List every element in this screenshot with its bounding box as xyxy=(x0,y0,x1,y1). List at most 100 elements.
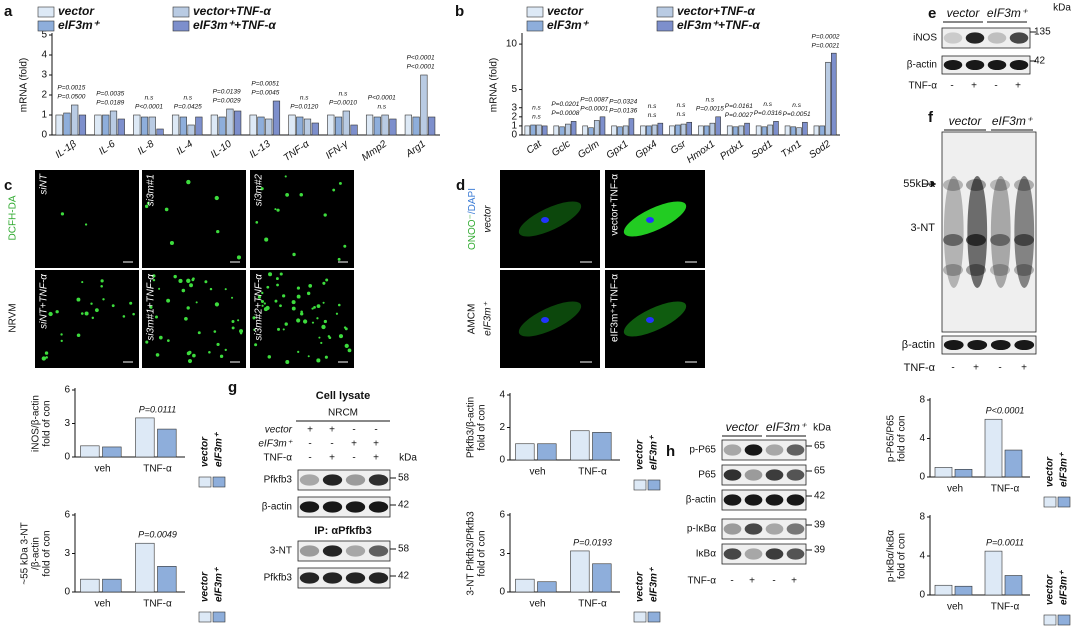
cell-signal xyxy=(308,284,313,288)
x-tick-label: Hmox1 xyxy=(685,139,717,166)
p-value: P=0.0136 xyxy=(609,107,637,114)
y-axis-label: 3-NT Pfkfb3/Pfkfb3 xyxy=(466,511,477,596)
bar xyxy=(686,121,692,136)
cell-signal xyxy=(76,297,81,302)
micrograph xyxy=(250,270,354,368)
y-tick-label: 0 xyxy=(499,455,505,466)
micrograph xyxy=(142,170,246,268)
bar xyxy=(55,114,63,136)
cell-signal xyxy=(316,317,319,320)
x-tick-label: Gpx4 xyxy=(633,138,659,161)
legend-swatch xyxy=(212,611,226,623)
stain: ONOO⁻ xyxy=(467,214,478,250)
legend-label: eIF3m⁺ xyxy=(214,566,225,602)
y-tick-label: 4 xyxy=(919,433,925,444)
cell-signal xyxy=(313,305,316,309)
p-value: n.s xyxy=(677,111,686,118)
cell-signal xyxy=(318,336,321,339)
y-tick-label: 1 xyxy=(511,121,517,132)
legend-label: vector xyxy=(635,571,646,602)
bar xyxy=(94,114,102,136)
bar xyxy=(334,116,343,136)
bar xyxy=(703,125,710,136)
y-tick-label: 0 xyxy=(919,590,925,601)
legend-label: eIF3m⁺ xyxy=(58,18,101,32)
bar xyxy=(71,104,79,136)
legend-label: eIF3m⁺ xyxy=(214,431,225,467)
bar xyxy=(726,125,733,136)
cell-signal xyxy=(187,358,193,364)
bar xyxy=(412,116,420,136)
p-value: P=0.0316 xyxy=(754,110,782,117)
cell-signal xyxy=(122,315,126,318)
cell-signal xyxy=(239,332,243,335)
cell-signal xyxy=(60,339,63,343)
cell-signal xyxy=(264,237,269,242)
x-tick-label: TNF-α xyxy=(991,484,1020,495)
bar xyxy=(934,467,953,478)
bar xyxy=(582,125,588,136)
treatment-sign: - xyxy=(772,576,775,587)
cell-signal xyxy=(296,294,301,299)
cell-signal xyxy=(274,299,278,303)
band xyxy=(322,572,343,584)
y-tick-label: 6 xyxy=(64,385,70,396)
y-tick-label: 2 xyxy=(499,422,505,433)
bar xyxy=(819,125,825,136)
p-value: n.s xyxy=(300,95,309,102)
blot xyxy=(721,518,807,540)
bar xyxy=(954,585,973,596)
band xyxy=(987,59,1007,71)
panel-letter: f xyxy=(928,109,934,126)
marker-label: 135 xyxy=(1034,27,1051,38)
bar xyxy=(187,124,195,136)
cell-signal xyxy=(279,272,283,276)
band xyxy=(368,572,389,584)
x-tick-label: Gclm xyxy=(576,139,601,161)
cell-signal xyxy=(277,327,281,331)
band xyxy=(744,494,763,506)
cell-signal xyxy=(274,208,277,211)
legend-swatch xyxy=(172,20,190,32)
row-label: β-actin xyxy=(686,495,716,506)
band xyxy=(966,264,986,276)
bar xyxy=(102,578,122,593)
cell-signal xyxy=(311,307,314,310)
x-tick-label: IL-4 xyxy=(175,138,196,157)
y-tick-label: 1 xyxy=(41,110,47,121)
bar xyxy=(628,118,635,136)
cell-signal xyxy=(158,335,163,340)
p-value: n.s xyxy=(339,91,348,98)
band xyxy=(786,494,805,506)
y-tick-label: 0 xyxy=(64,452,70,463)
bar xyxy=(657,122,664,136)
panel-letter: c xyxy=(4,177,12,194)
bar xyxy=(226,108,234,136)
legend-swatch xyxy=(37,20,55,32)
treatment-sign: + xyxy=(791,576,797,587)
cell-signal xyxy=(253,328,256,331)
bar xyxy=(784,125,791,136)
y-axis-label: fold of con xyxy=(477,404,488,450)
y-tick-label: 3 xyxy=(64,548,70,559)
row-label: eIF3m⁺ xyxy=(258,439,292,450)
cell-signal xyxy=(60,212,65,216)
cell-signal xyxy=(55,310,59,314)
cardiomyocyte xyxy=(623,201,687,237)
cell-signal xyxy=(291,306,296,311)
unit-label: kDa xyxy=(399,453,417,464)
cell-signal xyxy=(347,348,352,353)
legend-swatch xyxy=(656,20,674,32)
band xyxy=(990,339,1011,351)
legend-label: vector xyxy=(635,439,646,470)
bar xyxy=(210,114,218,136)
y-tick-label: 8 xyxy=(919,512,925,523)
y-axis-label: fold of con xyxy=(897,415,908,461)
column-header: vector xyxy=(949,114,983,128)
bar xyxy=(831,52,837,136)
legend-label: eIF3m⁺ xyxy=(1059,451,1070,487)
bar xyxy=(80,578,100,593)
cell-signal xyxy=(45,356,48,359)
bar xyxy=(761,126,768,136)
treatment-sign: + xyxy=(329,453,335,464)
